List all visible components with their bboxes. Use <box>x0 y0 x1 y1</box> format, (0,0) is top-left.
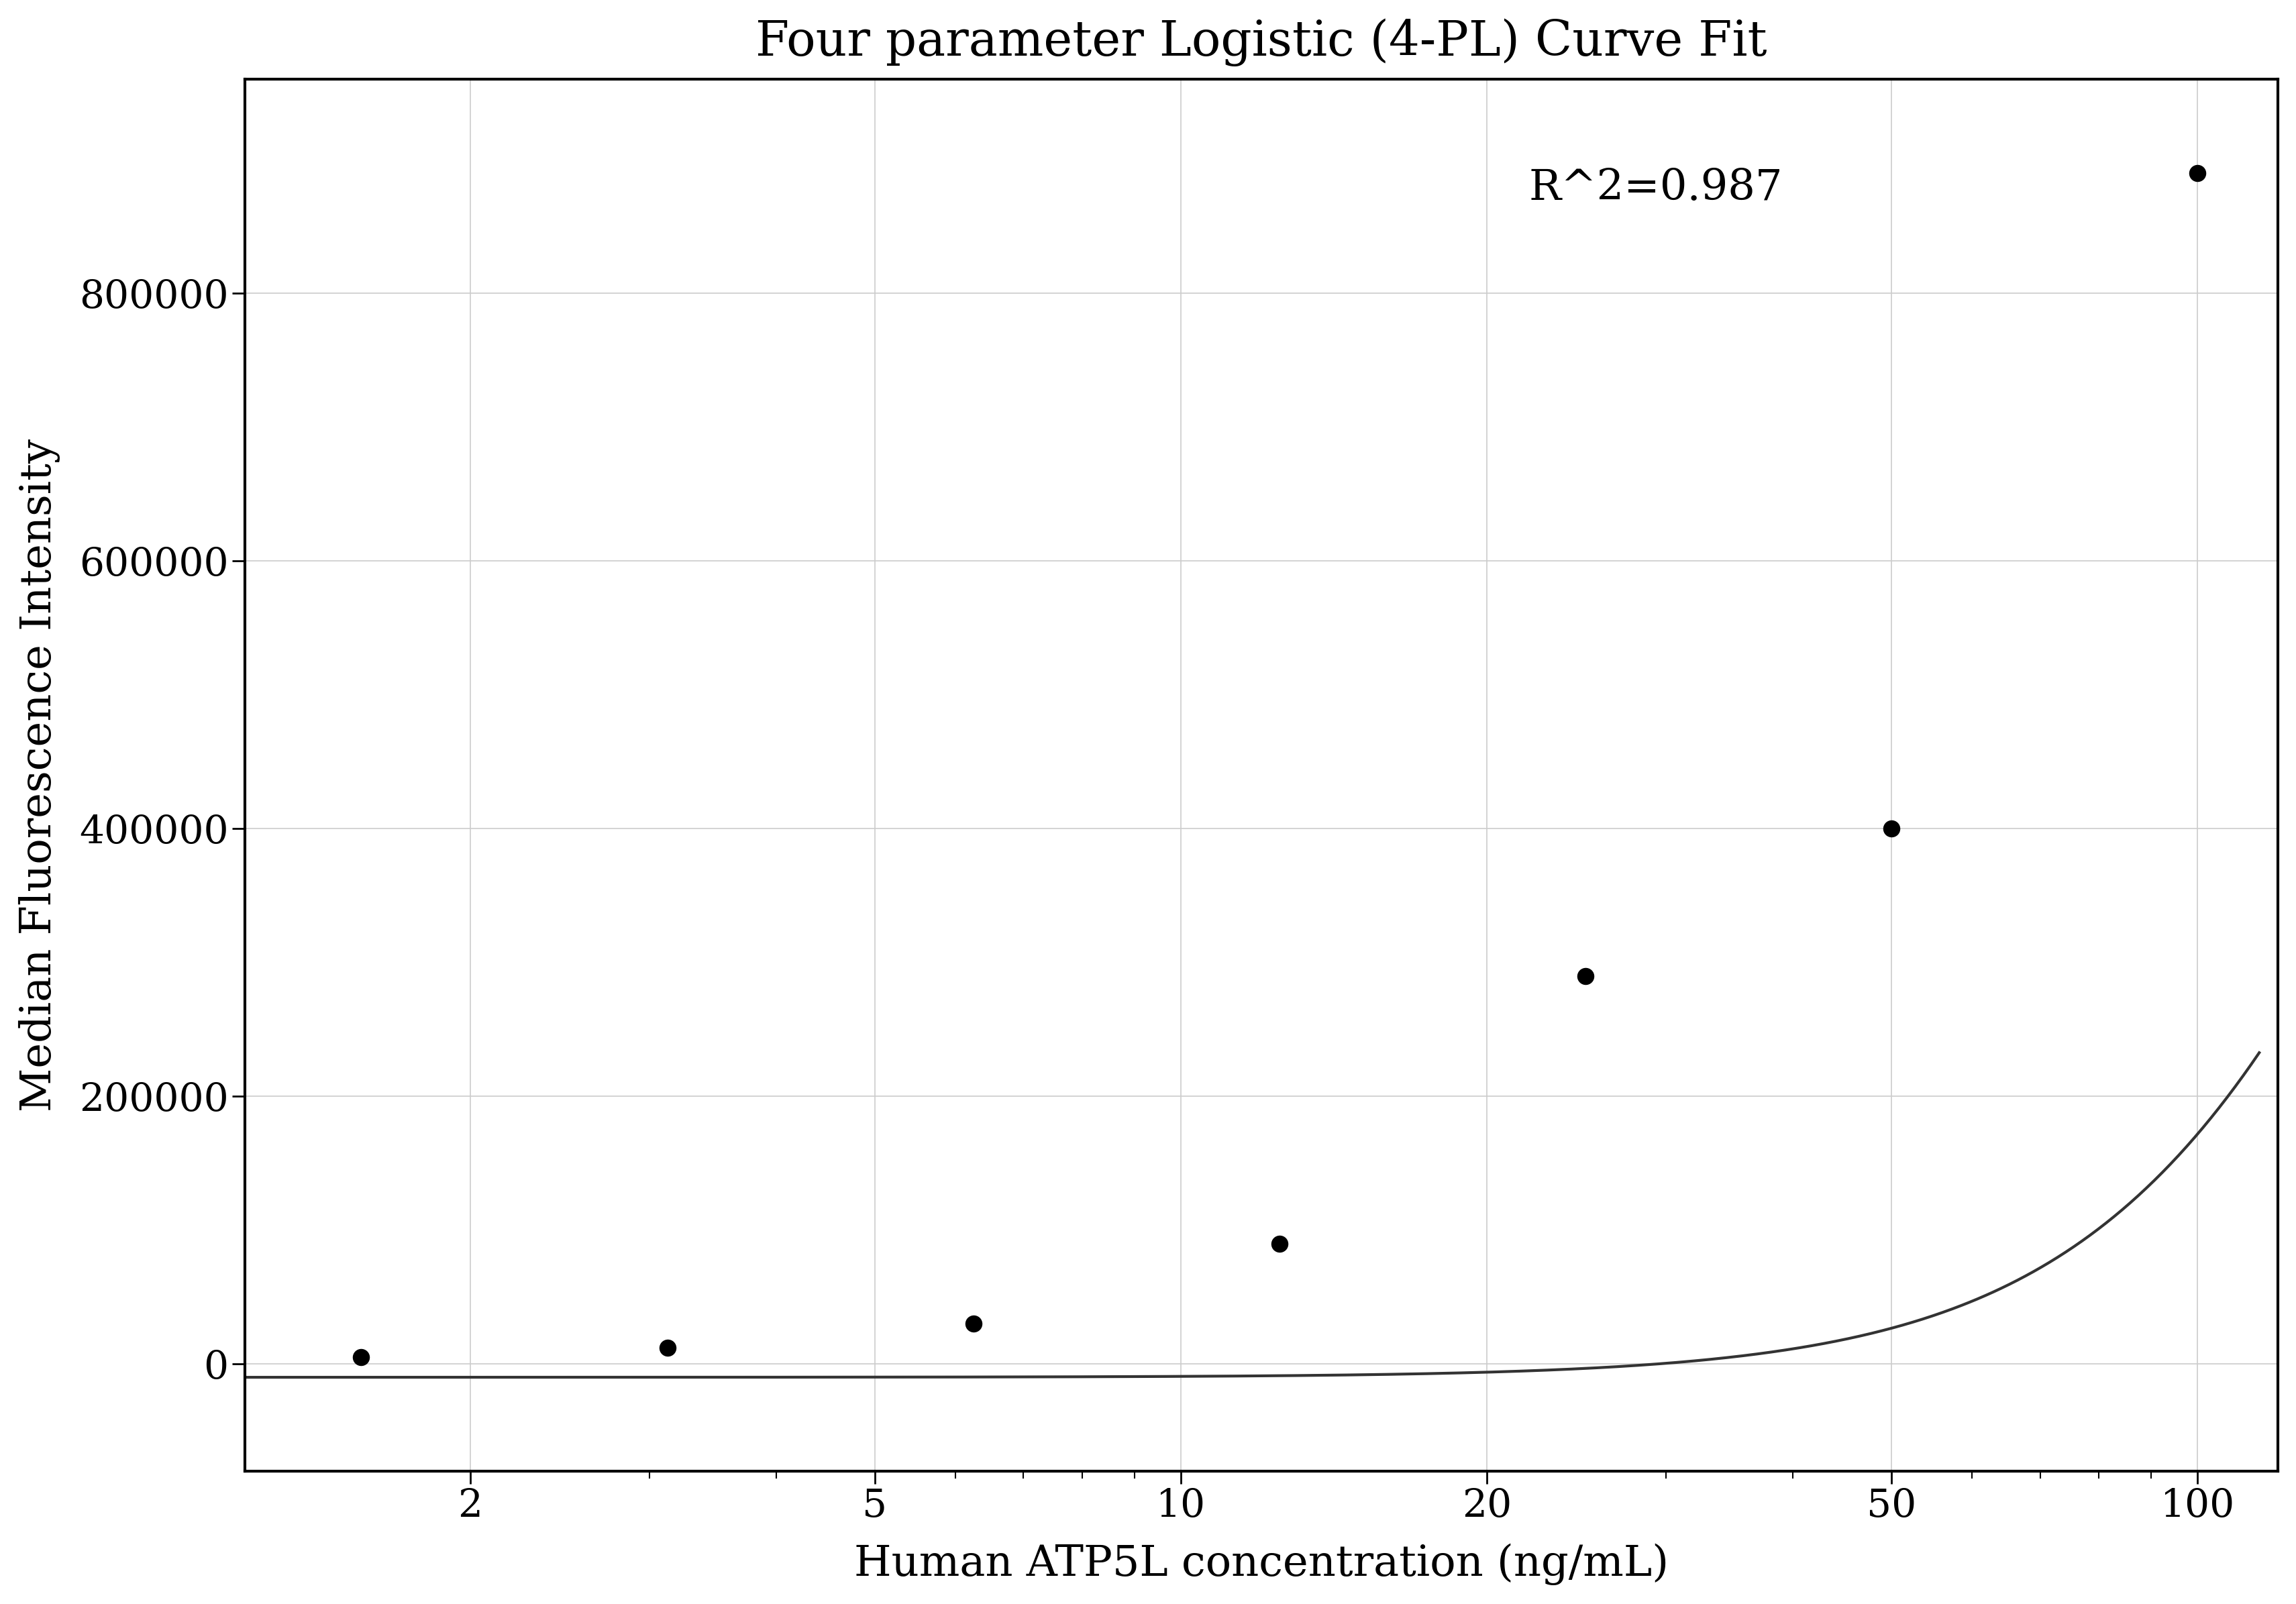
Text: R^2=0.987: R^2=0.987 <box>1529 167 1782 209</box>
Point <box>342 1344 379 1370</box>
Y-axis label: Median Fluorescence Intensity: Median Fluorescence Intensity <box>18 438 60 1112</box>
Point <box>1566 962 1603 988</box>
Point <box>1261 1230 1297 1256</box>
Point <box>1874 816 1910 842</box>
Title: Four parameter Logistic (4-PL) Curve Fit: Four parameter Logistic (4-PL) Curve Fit <box>755 19 1766 67</box>
Point <box>2179 160 2216 186</box>
Point <box>650 1335 687 1360</box>
Point <box>955 1310 992 1336</box>
X-axis label: Human ATP5L concentration (ng/mL): Human ATP5L concentration (ng/mL) <box>854 1543 1669 1585</box>
